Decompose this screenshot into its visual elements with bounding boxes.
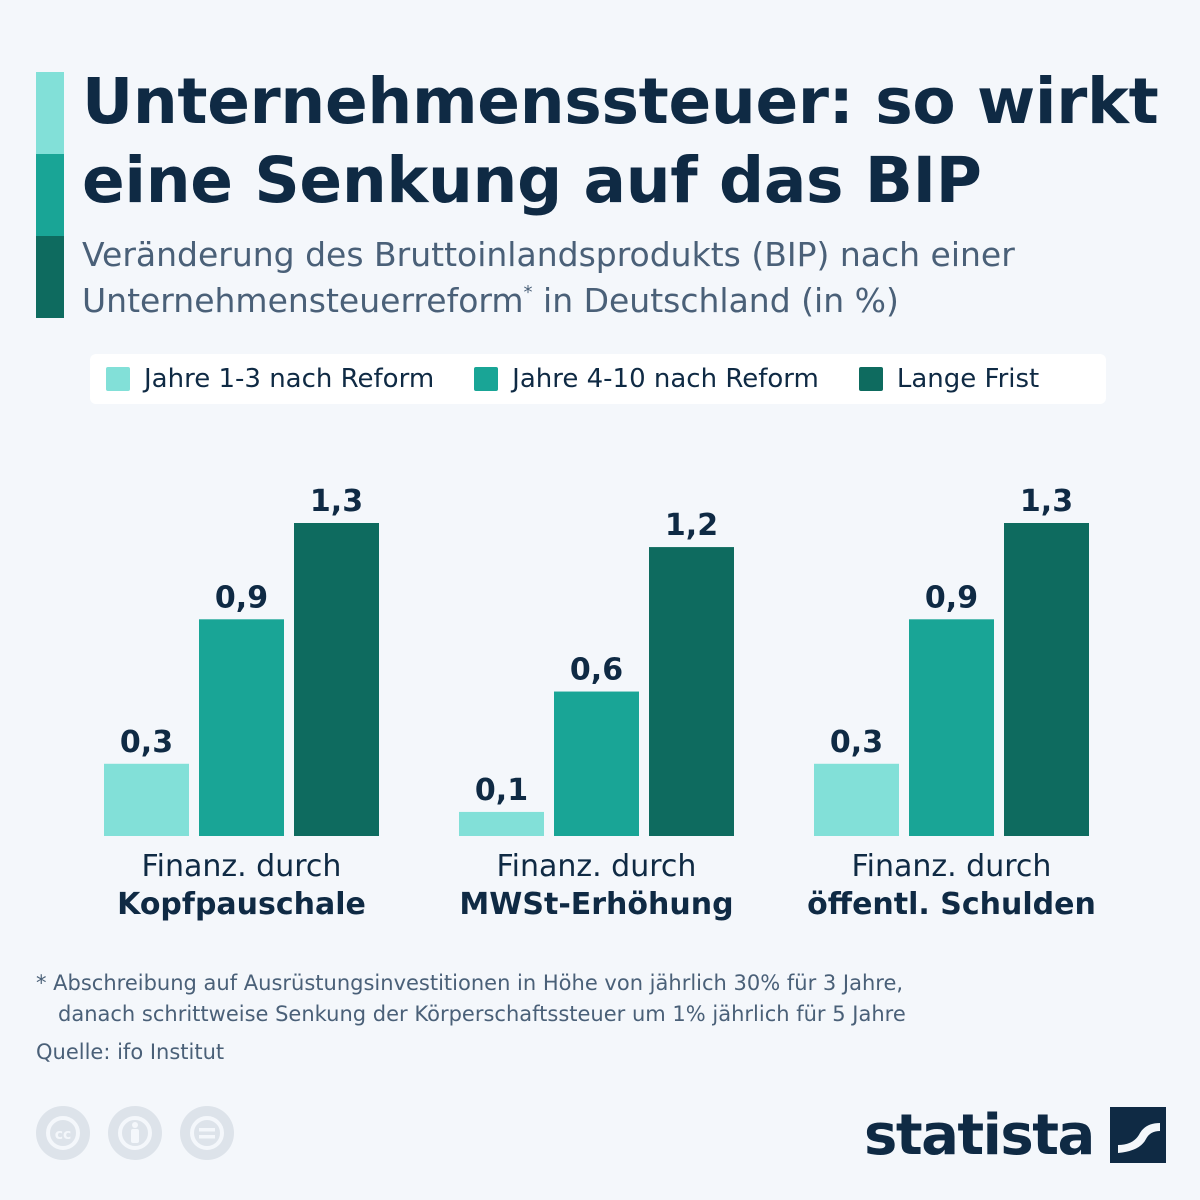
- legend-label: Lange Frist: [896, 364, 1040, 394]
- accent-bar-light: [36, 72, 64, 154]
- source: Quelle: ifo Institut: [36, 1040, 225, 1064]
- legend-item-long-term: Lange Frist: [858, 364, 1040, 394]
- bar: [649, 547, 734, 836]
- bar: [909, 619, 994, 836]
- category-label-mwst: Finanz. durch MWSt-Erhöhung: [437, 848, 757, 924]
- category-label-schulden: Finanz. durch öffentl. Schulden: [792, 848, 1112, 924]
- legend: Jahre 1-3 nach Reform Jahre 4-10 nach Re…: [90, 354, 1106, 404]
- bar-chart: 0,3 0,9 1,3 0,1 0,6 1,2 0,3 0,9 1,3: [104, 484, 1089, 836]
- bar-value-label: 0,1: [475, 773, 528, 808]
- legend-swatch: [474, 367, 499, 391]
- bar: [199, 619, 284, 836]
- legend-label: Jahre 4-10 nach Reform: [512, 364, 819, 394]
- bar-value-label: 0,3: [120, 725, 173, 760]
- legend-item-years-1-3: Jahre 1-3 nach Reform: [106, 364, 434, 394]
- bar: [814, 763, 899, 836]
- statista-logo[interactable]: statista: [864, 1100, 1174, 1170]
- accent-bar-medium: [36, 154, 64, 236]
- license-icons: cc: [36, 1106, 234, 1160]
- bar: [294, 523, 379, 836]
- legend-swatch: [106, 367, 130, 391]
- bar-value-label: 1,3: [310, 484, 363, 519]
- legend-label: Jahre 1-3 nach Reform: [144, 364, 435, 394]
- bar-value-label: 0,6: [570, 653, 623, 688]
- bar: [104, 763, 189, 836]
- bar-value-label: 1,3: [1020, 484, 1073, 519]
- bar-value-label: 0,3: [830, 725, 883, 760]
- bar-value-label: 0,9: [215, 580, 268, 615]
- bar-value-label: 0,9: [925, 580, 978, 615]
- subtitle-tail: in Deutschland (in %): [532, 281, 899, 320]
- footnote-line1: * Abschreibung auf Ausrüstungsinvestitio…: [36, 971, 904, 995]
- cc-icon[interactable]: cc: [36, 1106, 90, 1160]
- category-label-line1: Finanz. durch: [851, 849, 1052, 884]
- footnote-line2: danach schrittweise Senkung der Körpersc…: [58, 1002, 906, 1026]
- logo-text: statista: [864, 1102, 1095, 1168]
- bar-value-label: 1,2: [665, 508, 718, 543]
- category-label-line1: Finanz. durch: [141, 849, 342, 884]
- category-label-kopfpauschale: Finanz. durch Kopfpauschale: [82, 848, 402, 924]
- category-label-line2: Kopfpauschale: [117, 887, 366, 922]
- chart-subtitle: Veränderung des Bruttoinlandsprodukts (B…: [82, 232, 1162, 324]
- subtitle-footnote-mark: *: [523, 282, 533, 303]
- statista-logo-icon: [1109, 1107, 1166, 1163]
- category-label-line1: Finanz. durch: [496, 849, 697, 884]
- no-derivatives-icon[interactable]: [180, 1106, 234, 1160]
- chart-title: Unternehmenssteuer: so wirkt eine Senkun…: [82, 65, 1159, 217]
- attribution-icon[interactable]: [108, 1106, 162, 1160]
- category-label-line2: MWSt-Erhöhung: [459, 887, 734, 922]
- accent-bar-dark: [36, 236, 64, 318]
- legend-item-years-4-10: Jahre 4-10 nach Reform: [474, 364, 819, 394]
- bar: [1004, 523, 1089, 836]
- footnote: * Abschreibung auf Ausrüstungsinvestitio…: [36, 968, 1136, 1030]
- category-label-line2: öffentl. Schulden: [807, 887, 1096, 922]
- legend-swatch: [858, 367, 883, 391]
- bar: [459, 811, 544, 836]
- bar: [554, 691, 639, 836]
- svg-text:cc: cc: [55, 1127, 72, 1143]
- subtitle-main: Veränderung des Bruttoinlandsprodukts (B…: [82, 235, 1015, 320]
